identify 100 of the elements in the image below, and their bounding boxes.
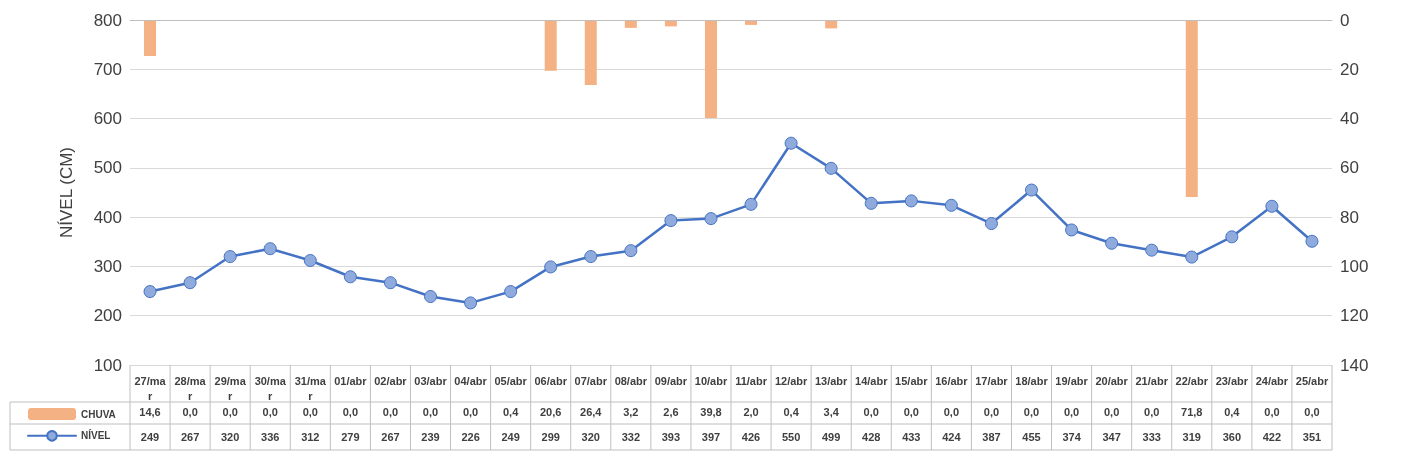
- point: [1025, 183, 1038, 197]
- point: [944, 198, 958, 212]
- bar: [584, 20, 597, 86]
- data-label: 0,0: [903, 406, 919, 418]
- point: [664, 214, 678, 228]
- point: [784, 136, 798, 150]
- data-label: 351: [1302, 431, 1322, 443]
- data-label: 26,4: [580, 406, 603, 418]
- y2-tick-label: 60: [1340, 158, 1359, 178]
- data-label: 0,0: [222, 406, 238, 418]
- y2-tick-label: 120: [1340, 306, 1369, 326]
- data-label: 0,0: [943, 406, 960, 418]
- point: [744, 197, 758, 211]
- data-label: 249: [140, 431, 160, 443]
- x-tick-label: 04/abr: [454, 374, 488, 387]
- point: [143, 285, 157, 299]
- data-label: 0,4: [783, 406, 800, 418]
- data-label: 374: [1062, 431, 1082, 443]
- point: [544, 260, 558, 274]
- bar: [704, 20, 717, 119]
- point: [343, 270, 357, 284]
- data-label: 3,2: [623, 406, 639, 418]
- data-label: 387: [982, 431, 1001, 443]
- data-label: 499: [821, 431, 841, 443]
- bar: [544, 20, 557, 71]
- x-tick-label: 12/abr: [774, 374, 809, 387]
- data-label: 0,4: [502, 406, 520, 418]
- data-label: 320: [581, 431, 600, 443]
- point: [464, 296, 478, 310]
- data-label: 393: [661, 431, 681, 443]
- x-tick-label: 08/abr: [614, 374, 648, 387]
- data-label: 333: [1142, 431, 1161, 443]
- point: [824, 161, 838, 175]
- y-tick-label: 400: [93, 207, 122, 227]
- y-tick-label: 700: [93, 59, 122, 79]
- x-tick-label: 19/abr: [1055, 374, 1089, 387]
- x-tick-label: 20/abr: [1095, 374, 1129, 387]
- data-label: 455: [1022, 431, 1041, 443]
- data-label: 0,4: [1224, 406, 1241, 418]
- x-tick-label: 14/abr: [855, 374, 889, 387]
- y-axis-title: NÍVEL (CM): [57, 147, 76, 238]
- data-label: 433: [902, 431, 921, 443]
- y2-tick-label: 140: [1340, 355, 1369, 375]
- x-tick-label: 31/mar: [294, 374, 327, 402]
- point: [1265, 199, 1279, 213]
- point: [584, 250, 598, 264]
- y2-tick-label: 20: [1340, 59, 1359, 79]
- x-tick-label: 15/abr: [895, 374, 929, 387]
- y2-tick-label: 100: [1340, 256, 1369, 276]
- data-label: 0,0: [302, 406, 318, 418]
- data-label: 0,0: [1144, 406, 1160, 418]
- y-tick-label: 800: [93, 10, 122, 30]
- legend-label: NÍVEL: [81, 429, 111, 442]
- x-tick-label: 22/abr: [1175, 374, 1209, 387]
- data-label: 0,0: [1023, 406, 1040, 418]
- data-label: 426: [741, 431, 761, 443]
- data-label: 0,0: [1264, 406, 1280, 418]
- point: [624, 244, 638, 258]
- x-tick-label: 13/abr: [814, 374, 849, 387]
- x-tick-label: 25/abr: [1295, 374, 1329, 387]
- data-label: 299: [541, 431, 560, 443]
- bar: [1185, 20, 1198, 197]
- data-label: 0,0: [382, 406, 399, 418]
- data-label: 0,0: [983, 406, 1000, 418]
- point: [263, 242, 277, 256]
- x-tick-label: 06/abr: [534, 374, 568, 387]
- data-label: 0,0: [422, 406, 439, 418]
- point: [1105, 236, 1119, 250]
- point: [864, 196, 878, 210]
- x-tick-label: 18/abr: [1015, 374, 1049, 387]
- x-tick-label: 23/abr: [1215, 374, 1249, 387]
- data-label: 279: [341, 431, 360, 443]
- x-tick-label: 24/abr: [1255, 374, 1289, 387]
- x-tick-label: 16/abr: [935, 374, 969, 387]
- data-label: 0,0: [182, 406, 198, 418]
- data-label: 0,0: [462, 406, 479, 418]
- point: [1225, 230, 1239, 244]
- data-label: 0,0: [262, 406, 278, 418]
- x-tick-label: 03/abr: [414, 374, 448, 387]
- x-tick-label: 17/abr: [975, 374, 1009, 387]
- point: [1305, 234, 1319, 248]
- y2-tick-label: 0: [1340, 10, 1350, 30]
- point: [1065, 223, 1079, 237]
- data-label: 336: [261, 431, 280, 443]
- data-label: 71,8: [1181, 406, 1203, 418]
- y-tick-label: 100: [93, 355, 122, 375]
- x-tick-label: 21/abr: [1135, 374, 1169, 387]
- x-tick-label: 09/abr: [654, 374, 688, 387]
- data-label: 0,0: [863, 406, 879, 418]
- x-tick-label: 07/abr: [574, 374, 608, 387]
- x-tick-label: 29/mar: [214, 374, 247, 402]
- data-label: 320: [220, 431, 240, 443]
- data-label: 39,8: [700, 406, 722, 418]
- data-label: 397: [701, 431, 721, 443]
- data-label: 2,6: [663, 406, 679, 418]
- y-tick-label: 600: [93, 109, 122, 129]
- data-label: 20,6: [539, 406, 562, 418]
- data-label: 267: [381, 431, 400, 443]
- point: [984, 217, 998, 231]
- data-label: 360: [1222, 431, 1242, 443]
